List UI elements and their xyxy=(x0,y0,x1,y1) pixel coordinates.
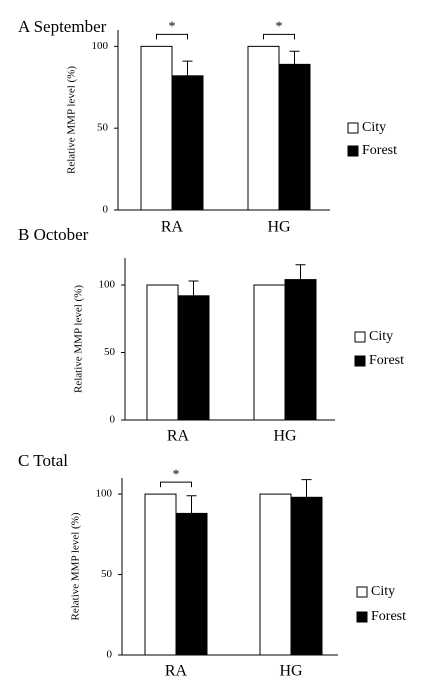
legend-label: City xyxy=(369,329,393,344)
y-tick-label: 100 xyxy=(96,488,113,500)
legend-swatch xyxy=(347,145,359,157)
error-bar xyxy=(186,495,197,514)
y-tick-label: 50 xyxy=(101,568,113,580)
y-axis-label: Relative MMP level (%) xyxy=(73,285,85,393)
error-bar xyxy=(188,280,199,296)
panel-title: C Total xyxy=(18,451,68,470)
panel-title: B October xyxy=(18,225,89,244)
significance-bracket xyxy=(160,481,192,488)
x-tick-label: HG xyxy=(279,663,303,680)
y-tick-label: 100 xyxy=(92,40,109,52)
significance-bracket xyxy=(263,33,295,40)
error-bar xyxy=(182,60,193,76)
y-tick-label: 50 xyxy=(104,346,116,358)
y-tick-label: 100 xyxy=(99,279,116,291)
error-bar xyxy=(295,264,306,280)
significance-bracket xyxy=(156,33,188,40)
y-tick-label: 0 xyxy=(103,204,109,216)
legend-label: Forest xyxy=(362,143,397,158)
bar xyxy=(144,493,177,656)
significance-label: * xyxy=(169,20,176,35)
bar xyxy=(247,45,280,211)
legend-label: Forest xyxy=(371,609,406,624)
y-tick-label: 0 xyxy=(107,649,113,661)
bar xyxy=(290,496,323,656)
y-tick-label: 0 xyxy=(110,414,116,426)
x-tick-label: RA xyxy=(165,663,188,680)
panel-title: A September xyxy=(18,17,107,36)
bar xyxy=(171,75,204,211)
bar xyxy=(284,279,317,421)
significance-label: * xyxy=(276,20,283,35)
legend-label: City xyxy=(362,120,386,135)
legend-swatch xyxy=(356,611,368,623)
y-axis-label: Relative MMP level (%) xyxy=(70,512,82,620)
bar xyxy=(253,284,286,421)
bar xyxy=(146,284,179,421)
legend-swatch xyxy=(354,355,366,367)
error-bar xyxy=(289,50,300,65)
significance-label: * xyxy=(173,467,180,482)
x-tick-label: HG xyxy=(273,428,297,445)
bar xyxy=(177,295,210,421)
y-axis-label: Relative MMP level (%) xyxy=(66,66,78,174)
legend-label: City xyxy=(371,584,395,599)
legend-swatch xyxy=(347,122,359,134)
x-tick-label: HG xyxy=(267,219,291,236)
bar xyxy=(175,512,208,656)
error-bar xyxy=(301,479,312,498)
legend-label: Forest xyxy=(369,353,404,368)
legend-swatch xyxy=(356,586,368,598)
bar xyxy=(259,493,292,656)
y-tick-label: 50 xyxy=(97,122,109,134)
bar xyxy=(140,45,173,211)
x-tick-label: RA xyxy=(167,428,190,445)
bar xyxy=(278,63,311,211)
legend-swatch xyxy=(354,331,366,343)
x-tick-label: RA xyxy=(161,219,184,236)
